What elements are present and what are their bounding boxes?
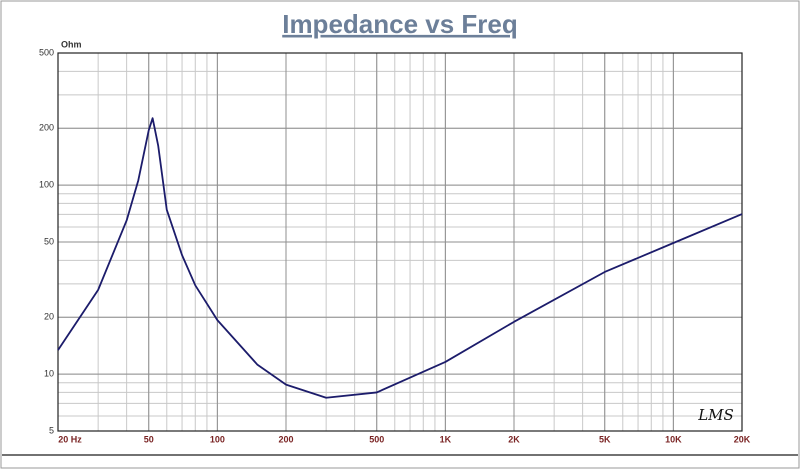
x-tick-label: 200 <box>278 434 293 444</box>
x-tick-label: 100 <box>210 434 225 444</box>
x-tick-label: 20K <box>734 434 751 444</box>
x-tick-label: 5K <box>599 434 611 444</box>
y-tick-label: 5 <box>49 425 54 435</box>
plot-border <box>57 52 743 432</box>
chart-title: Impedance vs Freq <box>282 9 518 39</box>
x-tick-label: 1K <box>440 434 452 444</box>
x-tick-label: 20 Hz <box>58 434 82 444</box>
y-unit: Ohm <box>61 39 82 49</box>
y-tick-label: 20 <box>44 312 54 322</box>
y-tick-label: 10 <box>44 368 54 378</box>
y-tick-label: 100 <box>39 179 54 189</box>
y-tick-label: 200 <box>39 123 54 133</box>
y-tick-label: 50 <box>44 236 54 246</box>
x-tick-label: 50 <box>144 434 154 444</box>
x-tick-label: 10K <box>665 434 682 444</box>
y-tick-label: 500 <box>39 47 54 57</box>
x-tick-label: 500 <box>369 434 384 444</box>
impedance-line <box>57 117 743 399</box>
x-tick-label: 2K <box>508 434 520 444</box>
logo: LMS <box>697 406 734 424</box>
